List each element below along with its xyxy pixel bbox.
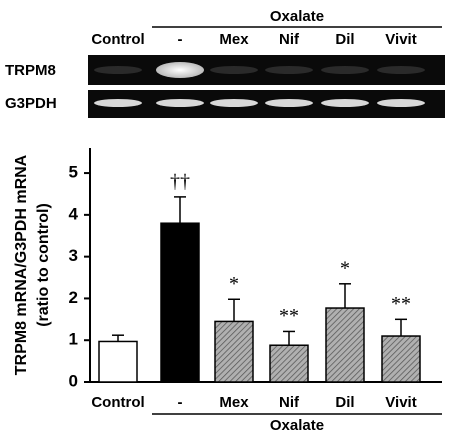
x-tick-label: Nif bbox=[279, 394, 300, 411]
bar bbox=[214, 320, 254, 383]
gel-band bbox=[156, 62, 204, 78]
gel-image bbox=[88, 55, 445, 118]
lane-label: - bbox=[178, 31, 183, 48]
x-tick-label: Mex bbox=[219, 394, 249, 411]
gel-band bbox=[265, 66, 313, 74]
group-label: Oxalate bbox=[270, 8, 324, 25]
y-tick-label: 2 bbox=[69, 288, 78, 307]
gel-row-label: G3PDH bbox=[5, 95, 57, 112]
lane-label: Dil bbox=[335, 31, 354, 48]
x-tick-label: Control bbox=[91, 394, 144, 411]
gel-band bbox=[321, 99, 369, 107]
significance-label: ** bbox=[279, 305, 299, 327]
y-axis-label: (ratio to control) bbox=[35, 203, 52, 327]
x-tick-label: Vivit bbox=[385, 394, 416, 411]
gel-band bbox=[94, 66, 142, 74]
bar bbox=[98, 340, 138, 383]
gel-band bbox=[265, 99, 313, 107]
y-tick-label: 3 bbox=[69, 246, 78, 265]
bar bbox=[325, 307, 365, 383]
group-label: Oxalate bbox=[270, 417, 324, 434]
significance-label: †† bbox=[170, 170, 190, 192]
y-tick-label: 5 bbox=[69, 163, 78, 182]
lane-label: Mex bbox=[219, 31, 249, 48]
lane-label: Nif bbox=[279, 31, 300, 48]
x-tick-label: - bbox=[178, 394, 183, 411]
bar bbox=[381, 335, 421, 383]
gel-band bbox=[210, 99, 258, 107]
x-tick-label: Dil bbox=[335, 394, 354, 411]
lane-label: Control bbox=[91, 31, 144, 48]
gel-band bbox=[94, 99, 142, 107]
y-tick-label: 4 bbox=[69, 204, 79, 223]
gel-row-label: TRPM8 bbox=[5, 62, 56, 79]
y-tick-label: 0 bbox=[69, 371, 78, 390]
lane-label: Vivit bbox=[385, 31, 416, 48]
gel-band bbox=[321, 66, 369, 74]
significance-label: * bbox=[229, 273, 239, 295]
gel-band bbox=[377, 66, 425, 74]
bar bbox=[269, 344, 309, 383]
significance-label: ** bbox=[391, 293, 411, 315]
gel-band bbox=[377, 99, 425, 107]
y-tick-label: 1 bbox=[69, 330, 78, 349]
gel-band bbox=[210, 66, 258, 74]
bar bbox=[160, 222, 200, 383]
significance-label: * bbox=[340, 257, 350, 279]
gel-band bbox=[156, 99, 204, 107]
y-axis-label: TRPM8 mRNA/G3PDH mRNA bbox=[13, 154, 30, 375]
